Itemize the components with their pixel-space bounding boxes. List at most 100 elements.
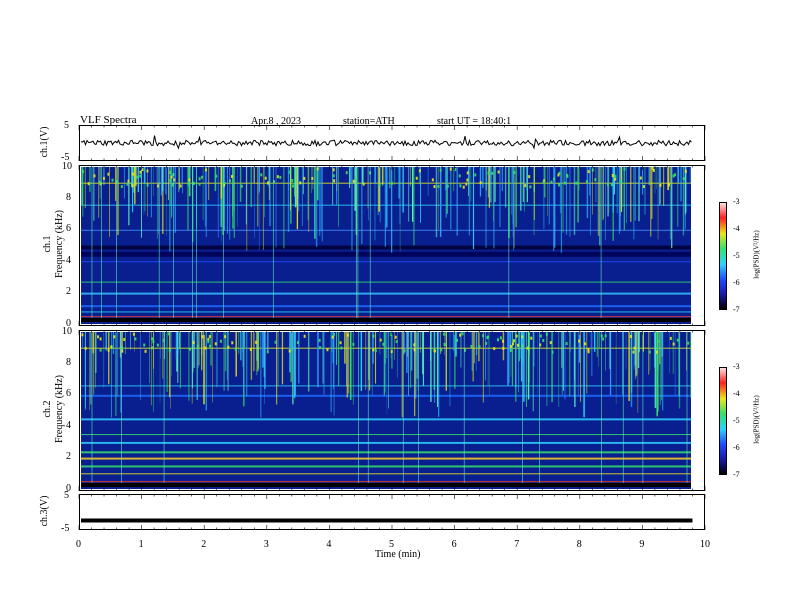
spectrogram-speckle [466,178,469,182]
spectrogram-speckle [611,174,614,178]
spectrogram-speckle [93,174,96,178]
spectrogram-speckle [629,334,632,338]
spectrogram-speckle [461,332,464,336]
spectrogram-band [81,451,691,454]
ch1-ytick: 2 [66,286,71,297]
spectrogram-speckle [511,342,514,346]
spectrogram-speckle [179,184,182,188]
spectrogram-speckle [465,182,468,186]
spectrogram-speckle [144,349,147,353]
spectrogram-speckle [602,337,605,341]
spectrogram-speckle [584,342,587,346]
spectrogram-speckle [168,332,171,336]
spectrogram-speckle [169,178,172,182]
spectrogram-speckle [491,171,494,175]
spectrogram-speckle [415,176,418,180]
spectrogram-speckle [524,184,527,188]
spectrogram-speckle [296,341,299,345]
spectrogram-speckle [372,334,375,338]
spectrogram-speckle [379,338,382,342]
spectrogram-speckle [564,181,567,185]
spectrogram-band [81,465,691,468]
spectrogram-speckle [449,167,452,171]
spectrogram-speckle [668,183,671,187]
spectrogram-band [81,473,691,475]
spectrogram-speckle [120,346,123,350]
spectrogram-speckle [542,339,545,343]
spectrogram-speckle [231,341,234,345]
spectrogram-speckle [171,183,174,187]
ch1-cbar-tick: -4 [733,224,740,233]
spectrogram-speckle [474,173,477,177]
spectrogram-speckle [234,347,237,351]
spectrogram-speckle [440,348,443,352]
spectrogram-speckle [102,176,105,180]
spectrogram-speckle [228,179,231,183]
x-tick-label: 1 [138,539,144,550]
spectrogram-band [81,418,691,421]
spectrogram-speckle [99,348,102,352]
spectrogram-speckle [346,333,349,337]
spectrogram-speckle [587,350,590,354]
ch2-channel-label: ch.2 [42,400,53,418]
spectrogram-speckle [331,335,334,339]
ch2-frequency-ylabel: Frequency (kHz) [54,374,65,444]
ch2-ytick: 4 [66,420,71,431]
spectrogram-baseline-strip [81,318,691,322]
spectrogram-speckle [201,175,204,179]
spectrogram-speckle [332,174,335,178]
spectrogram-speckle [652,168,655,172]
spectrogram-speckle [170,175,173,179]
x-tick-label: 8 [576,539,582,550]
spectrogram-speckle [332,168,335,172]
spectrogram-speckle [502,346,505,350]
spectrogram-band [81,305,691,308]
spectrogram-speckle [648,350,651,354]
ch1-frequency-ylabel: Frequency (kHz) [54,209,65,279]
spectrogram-speckle [303,334,306,338]
spectrogram-speckle [557,173,560,177]
spectrogram-speckle [501,339,504,343]
spectrogram-speckle [316,167,319,171]
spectrogram-speckle [123,338,126,342]
ch1-colorbar [719,202,727,310]
spectrogram-speckle [539,334,542,338]
spectrogram-speckle [390,181,393,185]
spectrogram-speckle [107,348,110,352]
spectrogram-band [81,229,691,231]
spectrogram-speckle [276,175,279,179]
spectrogram-speckle [676,338,679,342]
spectrogram-speckle [214,342,217,346]
ch1-waveform-trace [80,135,692,150]
ch3-ytick-bottom: -5 [61,523,70,534]
ch2-ytick: 6 [66,388,71,399]
ch1-ytick: 8 [66,192,71,203]
spectrogram-band [81,281,691,283]
spectrogram-speckle [146,169,149,173]
spectrogram-speckle [162,339,165,343]
x-tick-label: 0 [76,539,81,550]
spectrogram-speckle [462,185,465,189]
x-axis-label: Time (min) [375,549,421,560]
spectrogram-speckle [288,170,291,174]
spectrogram-speckle [151,346,154,350]
spectrogram-speckle [326,348,329,352]
spectrogram-speckle [291,184,294,188]
spectrogram-speckle [651,167,654,171]
spectrogram-speckle [132,332,135,336]
spectrogram-speckle [633,346,636,350]
spectrogram-speckle [485,341,488,345]
spectrogram-speckle [655,350,658,354]
spectrogram-speckle [152,340,155,344]
spectrogram-speckle [198,177,201,181]
spectrogram-speckle [318,338,321,342]
spectrogram-speckle [459,184,462,188]
spectrogram-speckle [614,177,617,181]
plot-title: VLF Spectra [80,114,137,126]
spectrogram-speckle [443,332,446,336]
spectrogram-speckle [87,182,90,186]
spectrogram-speckle [146,183,149,187]
spectrogram-speckle [151,337,154,341]
spectrogram-speckle [394,335,397,339]
ch1-cbar-tick: -6 [733,278,740,287]
